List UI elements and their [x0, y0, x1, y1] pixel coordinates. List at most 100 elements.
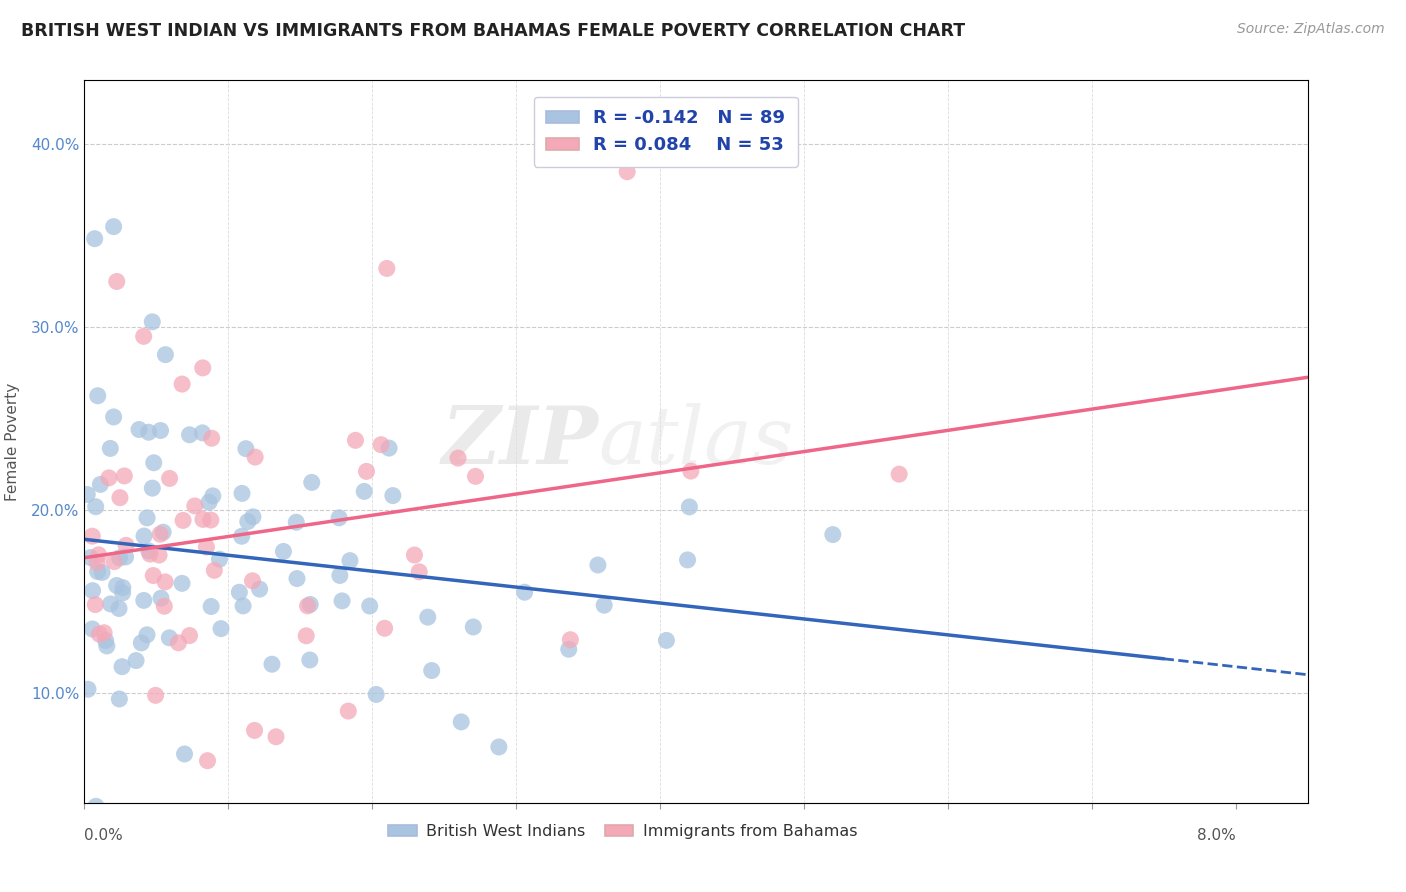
Point	[339, 554, 361, 568]
Point	[374, 621, 396, 635]
Point	[616, 165, 638, 179]
Point	[125, 654, 148, 668]
Point	[235, 442, 257, 456]
Y-axis label: Female Poverty: Female Poverty	[4, 383, 20, 500]
Point	[111, 586, 134, 600]
Point	[84, 500, 107, 514]
Point	[197, 754, 219, 768]
Point	[356, 464, 378, 478]
Point	[191, 360, 214, 375]
Point	[243, 450, 266, 464]
Point	[136, 628, 159, 642]
Point	[108, 692, 131, 706]
Point	[679, 464, 702, 478]
Point	[337, 704, 360, 718]
Point	[105, 275, 128, 289]
Point	[464, 469, 486, 483]
Point	[153, 574, 176, 589]
Point	[330, 594, 353, 608]
Point	[273, 544, 295, 558]
Point	[108, 601, 131, 615]
Point	[447, 451, 470, 466]
Point	[231, 529, 253, 543]
Point	[105, 578, 128, 592]
Point	[676, 553, 699, 567]
Point	[184, 499, 207, 513]
Point	[170, 576, 193, 591]
Point	[142, 568, 165, 582]
Point	[198, 495, 221, 509]
Point	[328, 511, 350, 525]
Point	[381, 489, 404, 503]
Text: BRITISH WEST INDIAN VS IMMIGRANTS FROM BAHAMAS FEMALE POVERTY CORRELATION CHART: BRITISH WEST INDIAN VS IMMIGRANTS FROM B…	[21, 22, 965, 40]
Point	[114, 549, 136, 564]
Point	[285, 572, 308, 586]
Point	[148, 548, 170, 562]
Point	[359, 599, 381, 613]
Legend: British West Indians, Immigrants from Bahamas: British West Indians, Immigrants from Ba…	[381, 818, 863, 846]
Point	[195, 540, 218, 554]
Point	[153, 599, 176, 614]
Point	[86, 565, 108, 579]
Point	[593, 598, 616, 612]
Text: atlas: atlas	[598, 403, 793, 480]
Point	[93, 625, 115, 640]
Point	[242, 574, 264, 588]
Point	[416, 610, 439, 624]
Point	[77, 682, 100, 697]
Point	[79, 550, 101, 565]
Point	[108, 491, 131, 505]
Point	[179, 628, 201, 642]
Point	[103, 219, 125, 234]
Point	[131, 636, 153, 650]
Point	[149, 424, 172, 438]
Text: Source: ZipAtlas.com: Source: ZipAtlas.com	[1237, 22, 1385, 37]
Point	[100, 597, 122, 611]
Point	[111, 659, 134, 673]
Point	[132, 529, 155, 543]
Point	[299, 598, 322, 612]
Text: 0.0%: 0.0%	[84, 829, 124, 844]
Point	[209, 622, 232, 636]
Point	[142, 456, 165, 470]
Point	[202, 563, 225, 577]
Point	[463, 620, 485, 634]
Point	[200, 599, 222, 614]
Point	[201, 489, 224, 503]
Point	[208, 552, 231, 566]
Point	[111, 581, 134, 595]
Point	[97, 471, 120, 485]
Point	[200, 513, 222, 527]
Point	[76, 487, 98, 501]
Point	[112, 469, 135, 483]
Point	[87, 389, 110, 403]
Point	[83, 232, 105, 246]
Point	[98, 442, 121, 456]
Point	[295, 629, 318, 643]
Point	[96, 639, 118, 653]
Point	[228, 585, 250, 599]
Point	[488, 739, 510, 754]
Point	[82, 622, 104, 636]
Point	[285, 515, 308, 529]
Point	[301, 475, 323, 490]
Point	[297, 599, 319, 613]
Point	[242, 509, 264, 524]
Point	[94, 633, 117, 648]
Point	[84, 598, 107, 612]
Point	[298, 653, 321, 667]
Point	[149, 527, 172, 541]
Point	[375, 261, 398, 276]
Point	[249, 582, 271, 596]
Point	[103, 409, 125, 424]
Point	[159, 471, 181, 485]
Point	[370, 438, 392, 452]
Point	[145, 689, 167, 703]
Point	[89, 627, 111, 641]
Point	[82, 583, 104, 598]
Point	[87, 548, 110, 562]
Point	[232, 599, 254, 613]
Point	[366, 688, 388, 702]
Point	[128, 423, 150, 437]
Point	[450, 714, 472, 729]
